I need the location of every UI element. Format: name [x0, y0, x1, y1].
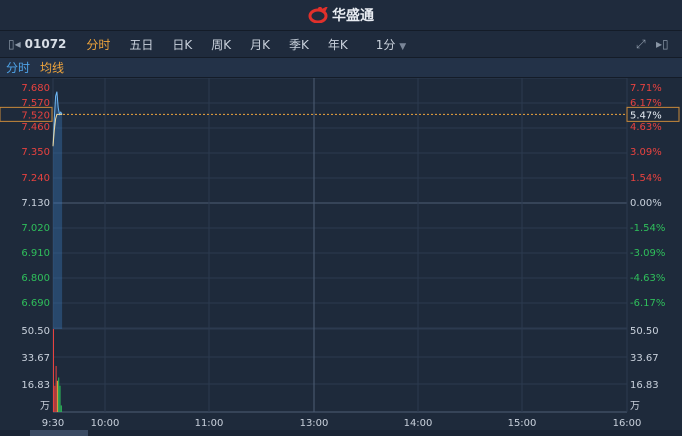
tab-intraday[interactable]: 分时: [86, 37, 111, 52]
time-axis-label: 15:00: [508, 418, 537, 429]
volume-bar: [60, 405, 62, 412]
volume-tick-label: 33.67: [21, 353, 50, 364]
price-tick-label: 7.020: [21, 223, 50, 234]
tab-monthly[interactable]: 月K: [250, 37, 271, 52]
time-axis-label: 11:00: [195, 418, 224, 429]
pct-tick-label: 1.54%: [630, 173, 662, 184]
current-price-label: 7.520: [21, 110, 50, 121]
legend-avg: 均线: [40, 61, 65, 75]
volume-tick-label: 16.83: [21, 380, 50, 391]
price-tick-label: 7.240: [21, 173, 50, 184]
time-axis-label: 13:00: [300, 418, 329, 429]
price-tick-label: 6.800: [21, 273, 50, 284]
price-tick-label: 7.570: [21, 98, 50, 109]
volume-bar: [54, 385, 56, 412]
volume-tick-label-right: 50.50: [630, 326, 659, 337]
pct-tick-label: 3.09%: [630, 147, 662, 158]
bottom-scrollbar[interactable]: [0, 430, 682, 436]
price-line: [52, 91, 63, 147]
collapse-left-icon[interactable]: ▯◂: [8, 37, 21, 51]
volume-tick-label: 50.50: [21, 326, 50, 337]
price-tick-label: 7.680: [21, 83, 50, 94]
tab-quarterly[interactable]: 季K: [289, 37, 309, 52]
price-tick-label: 7.350: [21, 147, 50, 158]
volume-tick-label-right: 16.83: [630, 380, 659, 391]
price-area: [53, 91, 63, 329]
pct-tick-label: -1.54%: [630, 223, 665, 234]
tab-5day[interactable]: 五日: [129, 37, 154, 52]
price-tick-label: 7.130: [21, 198, 50, 209]
pct-tick-label: -3.09%: [630, 248, 665, 259]
pct-tick-label: 6.17%: [630, 98, 662, 109]
legend: 分时 均线: [0, 58, 682, 78]
fullscreen-icon[interactable]: ⤢: [636, 36, 646, 51]
pct-tick-label: 7.71%: [630, 83, 662, 94]
volume-tick-label-right: 33.67: [630, 353, 659, 364]
current-price-box: [0, 106, 53, 122]
volume-bar: [55, 365, 57, 412]
price-tick-label: 6.910: [21, 248, 50, 259]
scroll-thumb[interactable]: [30, 430, 88, 436]
time-axis-label: 14:00: [404, 418, 433, 429]
time-axis-label: 16:00: [613, 418, 642, 429]
volume-bar: [59, 385, 61, 412]
volume-unit-label: 万: [40, 401, 50, 412]
current-pct-label: 5.47%: [630, 110, 662, 121]
toolbar: ▯◂ 01072 分时 五日 日K 周K 月K 季K 年K 1分 ▼ ⤢ ▸▯: [0, 31, 682, 58]
volume-bar: [58, 377, 60, 412]
tab-yearly[interactable]: 年K: [327, 37, 348, 52]
interval-select[interactable]: 1分 ▼: [376, 36, 406, 53]
brand-logo-icon: [308, 7, 328, 23]
brand-name: 华盛通: [332, 8, 374, 24]
tab-daily[interactable]: 日K: [172, 37, 193, 52]
pct-tick-label: -6.17%: [630, 298, 665, 309]
avg-line: [52, 113, 63, 147]
legend-price: 分时: [6, 61, 31, 75]
stock-code: 01072: [24, 37, 67, 51]
price-tick-label: 6.690: [21, 298, 50, 309]
pct-tick-label: -4.63%: [630, 273, 665, 284]
pct-tick-label: 4.63%: [630, 122, 662, 133]
interval-value: 1分: [375, 37, 396, 52]
chevron-down-icon: ▼: [399, 41, 407, 52]
volume-bar: [53, 329, 54, 412]
time-axis-label: 9:30: [42, 418, 64, 429]
current-pct-box: [626, 106, 680, 122]
pct-tick-label: 0.00%: [630, 198, 662, 209]
tab-weekly[interactable]: 周K: [211, 37, 232, 52]
intraday-chart[interactable]: 7.680 7.570 7.460 7.350 7.240 7.130 7.020 6.910…: [0, 78, 682, 436]
collapse-right-icon[interactable]: ▸▯: [656, 37, 669, 51]
price-tick-label: 7.460: [21, 122, 50, 133]
volume-bar: [56, 380, 58, 412]
volume-unit-label-right: 万: [630, 401, 640, 412]
app-header: 华盛通: [0, 0, 682, 31]
time-axis-label: 10:00: [91, 418, 120, 429]
